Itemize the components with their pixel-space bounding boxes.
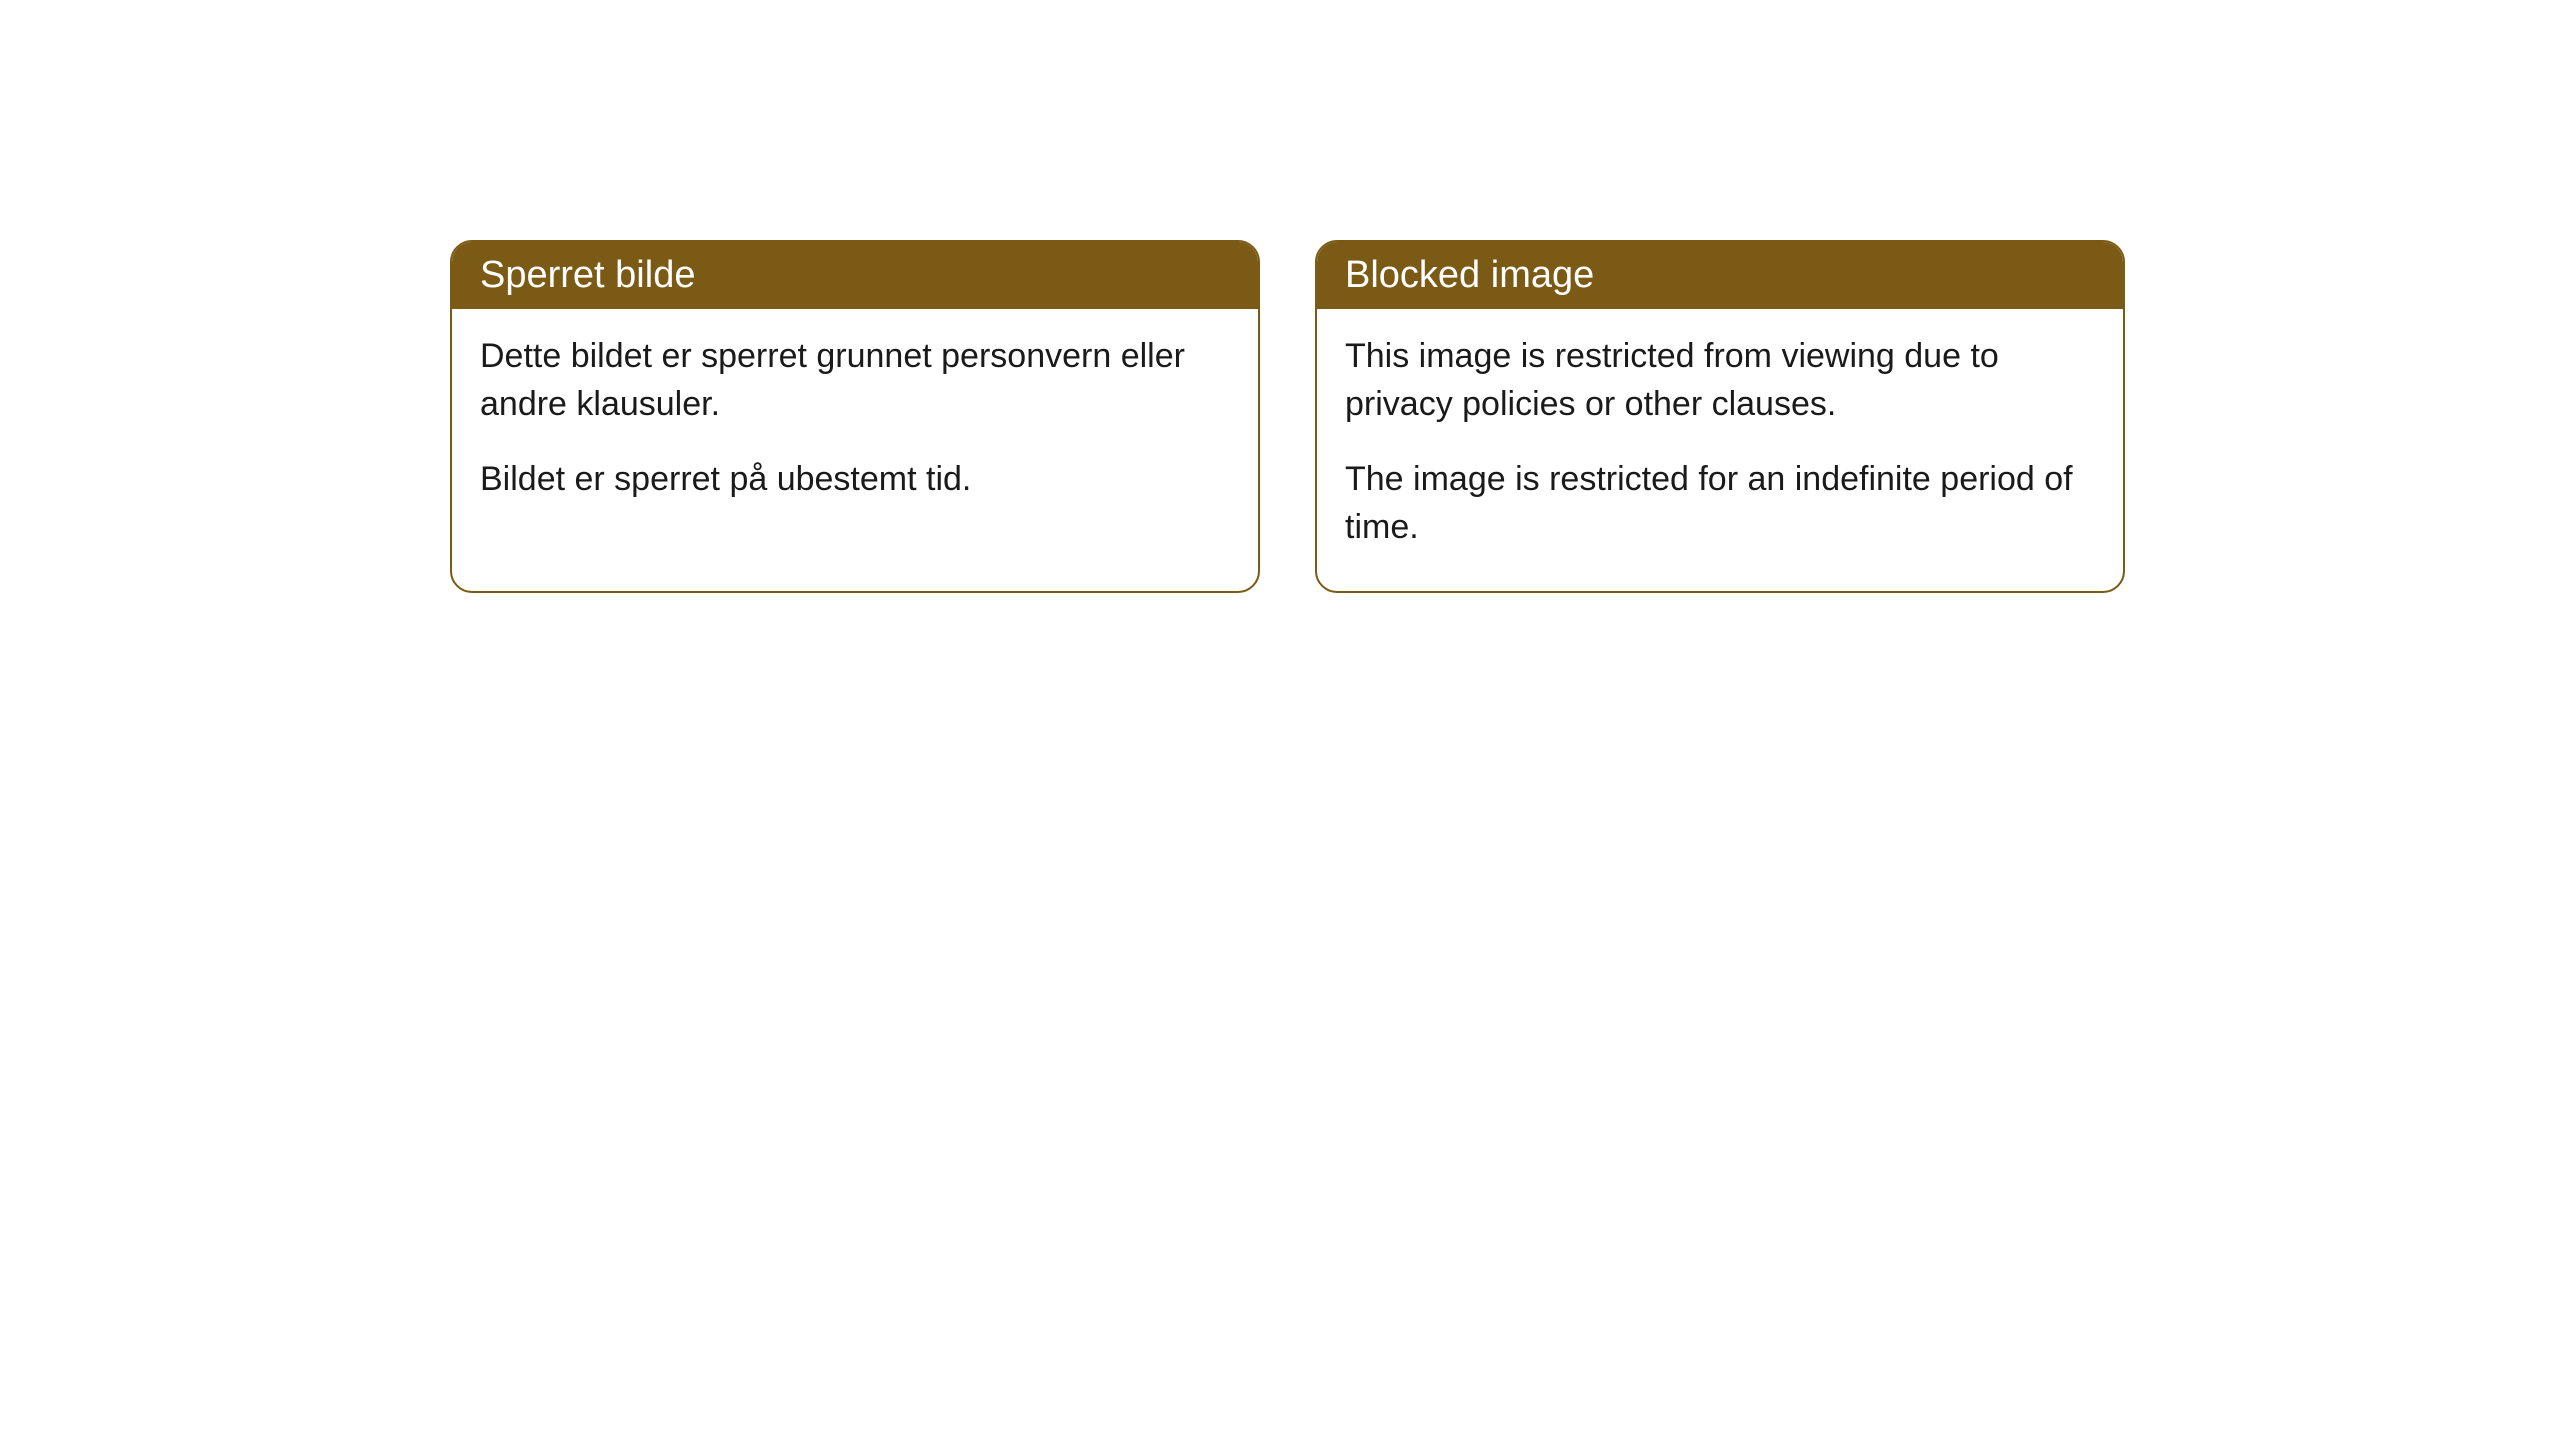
card-paragraph-1: This image is restricted from viewing du… [1345,333,2095,428]
card-paragraph-1: Dette bildet er sperret grunnet personve… [480,333,1230,428]
card-paragraph-2: Bildet er sperret på ubestemt tid. [480,456,1230,504]
card-title: Sperret bilde [452,242,1258,309]
notice-card-norwegian: Sperret bilde Dette bildet er sperret gr… [450,240,1260,593]
card-body: Dette bildet er sperret grunnet personve… [452,309,1258,544]
card-title: Blocked image [1317,242,2123,309]
notice-cards-container: Sperret bilde Dette bildet er sperret gr… [450,240,2560,593]
card-body: This image is restricted from viewing du… [1317,309,2123,591]
notice-card-english: Blocked image This image is restricted f… [1315,240,2125,593]
card-paragraph-2: The image is restricted for an indefinit… [1345,456,2095,551]
